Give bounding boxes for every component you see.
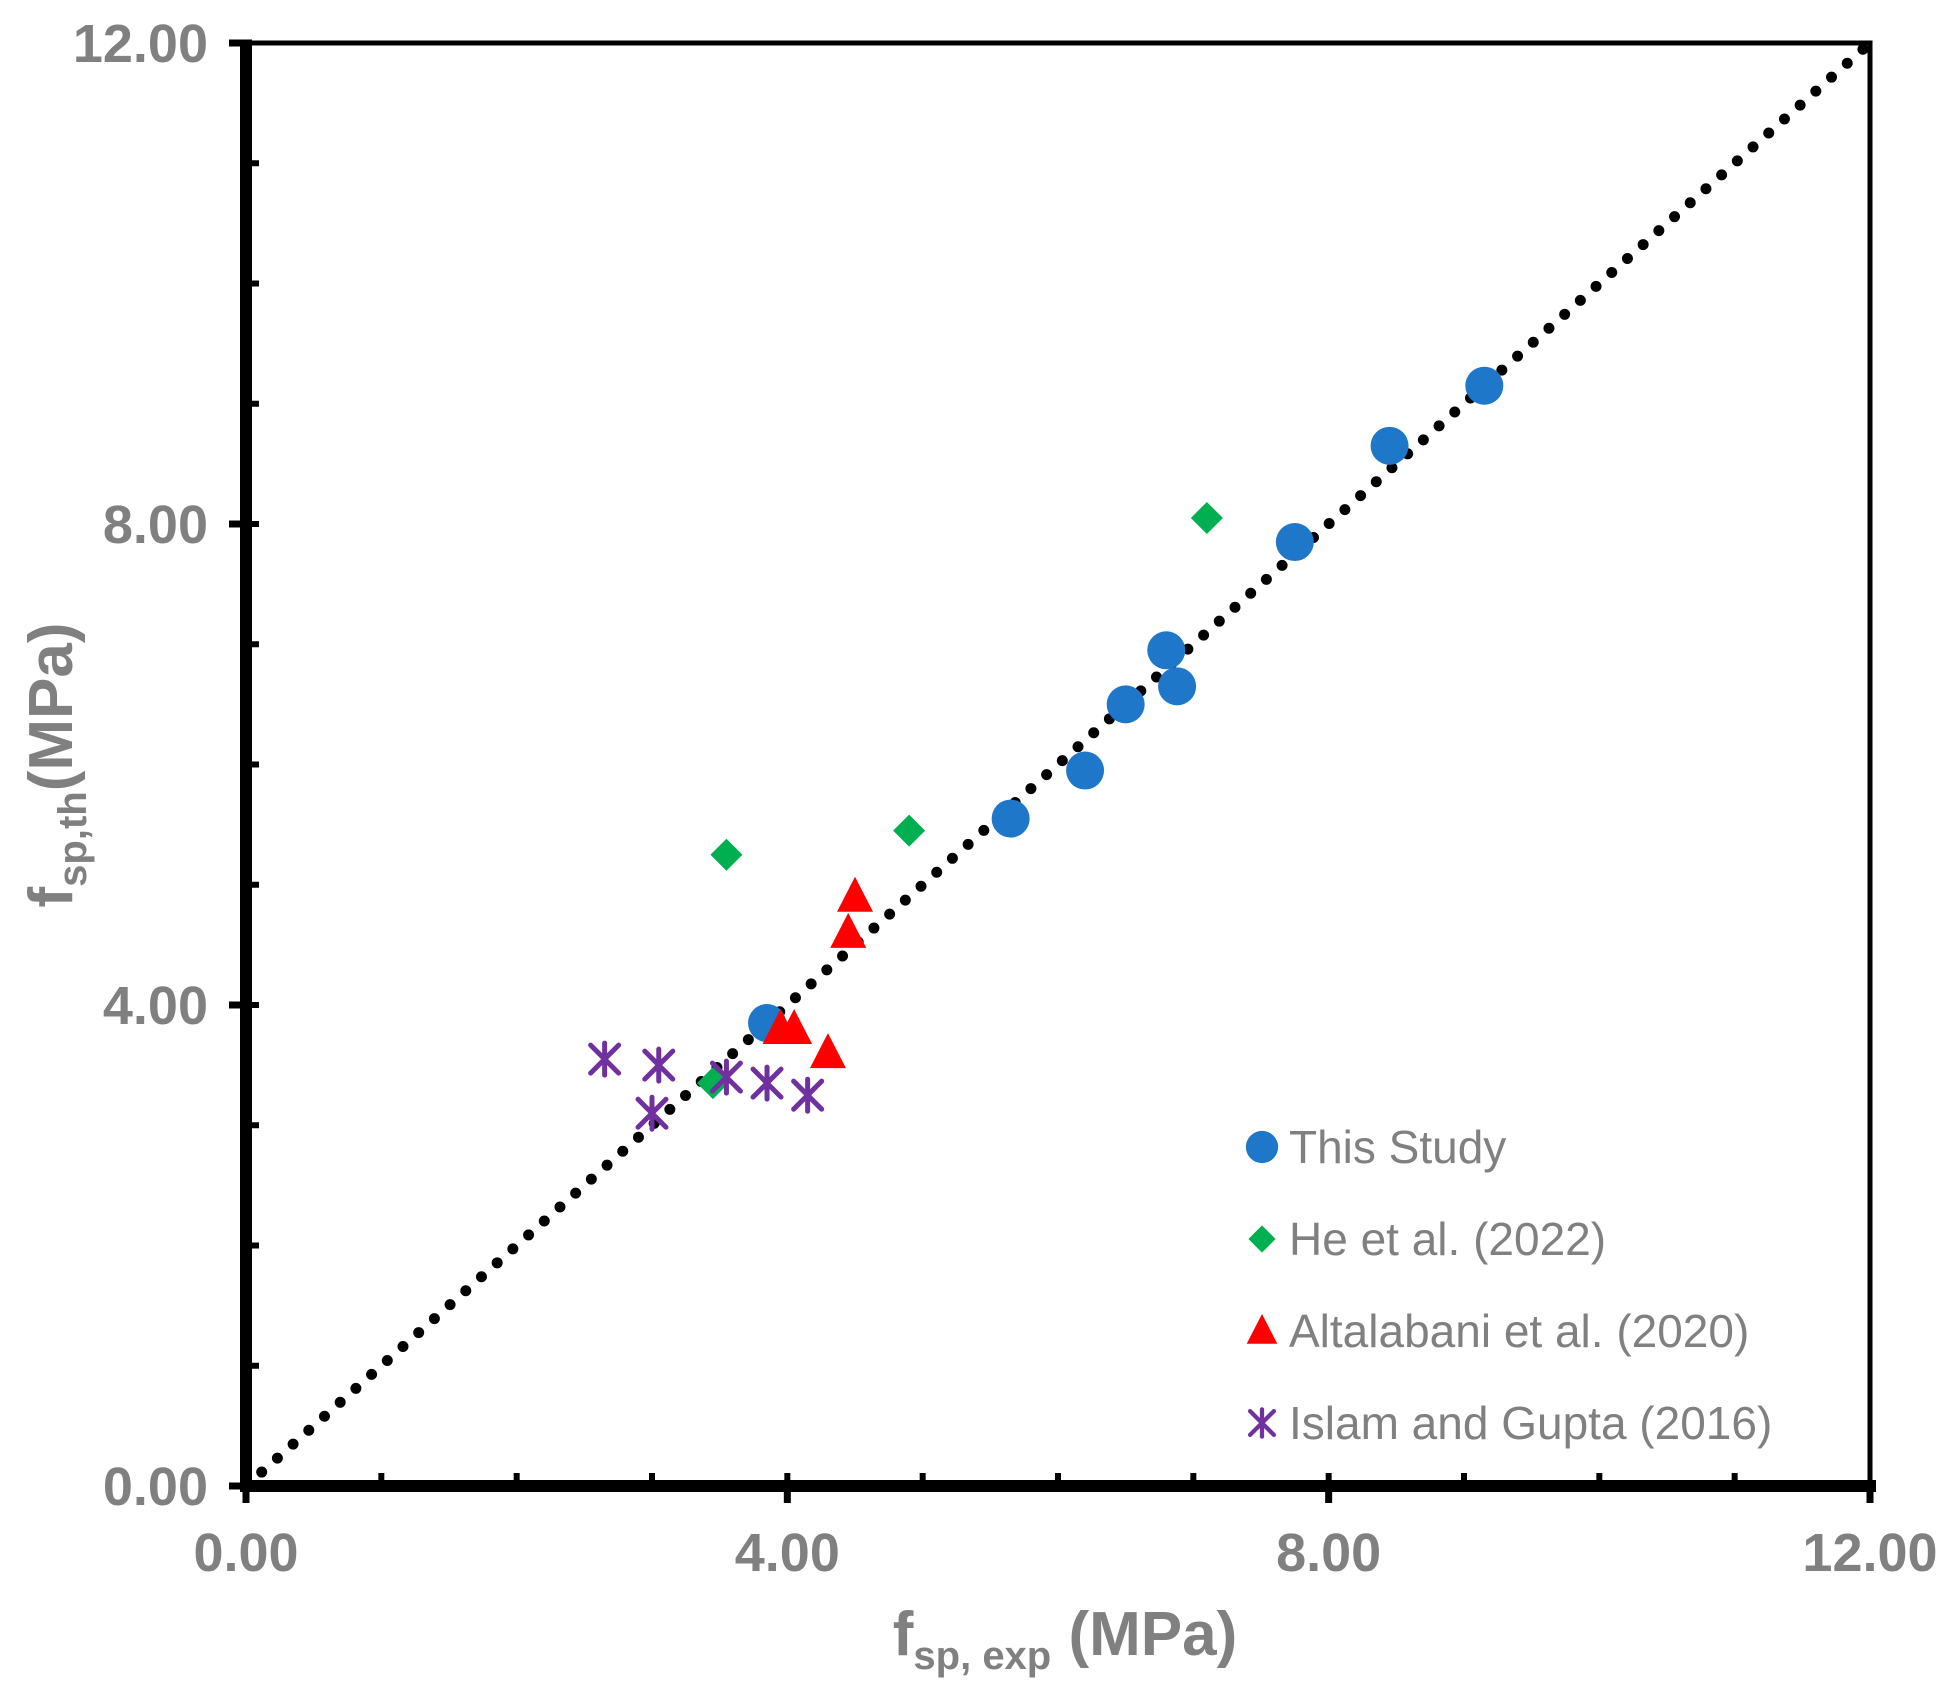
data-point-this-study-4 — [1106, 685, 1145, 724]
data-point-he-et-al-2022-4 — [1190, 501, 1223, 534]
data-point-he-et-al-2022-2 — [710, 838, 743, 871]
data-point-this-study-5 — [1147, 631, 1186, 670]
y-axis-title-unit: (MPa) — [17, 623, 86, 792]
data-point-this-study-3 — [1066, 751, 1105, 790]
data-point-he-et-al-2022-3 — [893, 814, 926, 847]
y-tick-label: 12.00 — [73, 14, 208, 74]
legend-label-altalabani-et-al-2020: Altalabani et al. (2020) — [1289, 1305, 1749, 1357]
x-tick-label: 8.00 — [1276, 1523, 1381, 1583]
data-point-altalabani-et-al-2020-2 — [776, 1009, 813, 1045]
x-tick-label: 12.00 — [1802, 1523, 1937, 1583]
data-point-this-study-9 — [1465, 366, 1504, 405]
legend-marker-altalabani-et-al-2020 — [1246, 1314, 1278, 1344]
y-tick-label: 0.00 — [103, 1457, 208, 1517]
data-point-islam-and-gupta-2016-1 — [588, 1040, 622, 1078]
data-point-this-study-7 — [1275, 523, 1314, 562]
data-point-this-study-8 — [1370, 426, 1409, 465]
data-point-altalabani-et-al-2020-4 — [830, 912, 867, 948]
data-point-islam-and-gupta-2016-3 — [642, 1046, 676, 1084]
data-point-this-study-6 — [1158, 667, 1197, 706]
y-tick-label: 8.00 — [103, 495, 208, 555]
y-tick-label: 4.00 — [103, 976, 208, 1036]
legend-marker-this-study — [1245, 1130, 1279, 1164]
legend-item-this-study: This Study — [1245, 1121, 1506, 1173]
y-axis-title-main: f — [17, 886, 86, 907]
legend-item-he-et-al-2022: He et al. (2022) — [1248, 1213, 1606, 1265]
x-axis-title-unit: (MPa) — [1051, 1600, 1237, 1669]
legend-label-he-et-al-2022: He et al. (2022) — [1289, 1213, 1606, 1265]
legend-label-this-study: This Study — [1289, 1121, 1506, 1173]
data-points-layer — [588, 366, 1504, 1132]
legend-item-islam-and-gupta-2016: Islam and Gupta (2016) — [1247, 1397, 1772, 1449]
series-islam-and-gupta-2016 — [588, 1040, 825, 1132]
x-axis-title-main: f — [893, 1600, 914, 1669]
data-point-altalabani-et-al-2020-3 — [809, 1033, 846, 1069]
data-point-altalabani-et-al-2020-5 — [837, 876, 873, 912]
legend-item-altalabani-et-al-2020: Altalabani et al. (2020) — [1246, 1305, 1749, 1357]
series-this-study — [748, 366, 1504, 1043]
x-tick-label: 4.00 — [735, 1523, 840, 1583]
data-point-islam-and-gupta-2016-5 — [750, 1064, 784, 1102]
y-axis-title-sub: sp,th — [51, 791, 95, 887]
x-axis-title-sub: sp, exp — [913, 1634, 1051, 1678]
data-point-islam-and-gupta-2016-6 — [791, 1076, 825, 1114]
legend-label-islam-and-gupta-2016: Islam and Gupta (2016) — [1289, 1397, 1772, 1449]
axes-layer — [229, 39, 1876, 1503]
legend-marker-he-et-al-2022 — [1248, 1225, 1276, 1253]
series-he-et-al-2022 — [696, 501, 1223, 1100]
data-point-islam-and-gupta-2016-2 — [635, 1094, 669, 1132]
x-tick-label: 0.00 — [193, 1523, 298, 1583]
legend: This Study He et al. (2022) Altalabani et … — [1245, 1121, 1772, 1449]
x-axis-title: fsp, exp (MPa) — [893, 1600, 1238, 1678]
data-point-islam-and-gupta-2016-4 — [709, 1058, 743, 1096]
reference-line-layer — [240, 37, 1876, 1492]
data-point-this-study-2 — [991, 799, 1030, 838]
legend-marker-islam-and-gupta-2016 — [1247, 1407, 1277, 1439]
data-point-he-et-al-2022-1 — [696, 1067, 729, 1100]
series-altalabani-et-al-2020 — [762, 876, 873, 1069]
tick-labels-layer: 0.00 4.00 8.00 12.00 0.00 4.00 8.00 12.00 — [73, 14, 1938, 1583]
y-axis-title: fsp,th(MPa) — [17, 623, 95, 908]
reference-line — [240, 37, 1876, 1492]
